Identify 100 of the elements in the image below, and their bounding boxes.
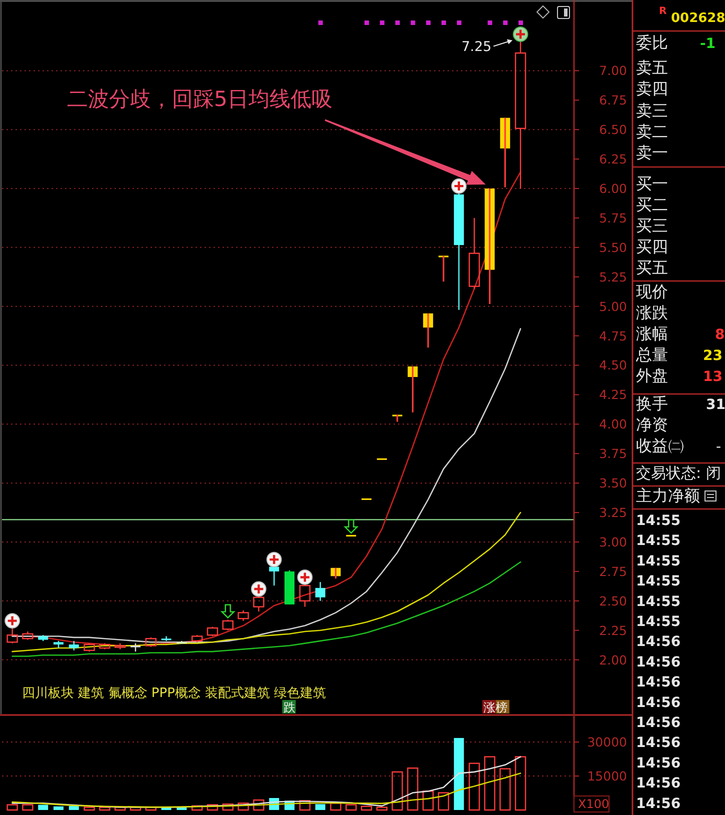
candlestick: [315, 581, 326, 602]
y-tick-label: 3.25: [599, 505, 627, 520]
bar: [376, 806, 388, 811]
bar: [500, 768, 511, 811]
bar: [99, 806, 110, 811]
candlestick: [514, 40, 526, 190]
bar: [68, 806, 79, 810]
y-tick-label: 3.75: [599, 446, 627, 462]
bar: [22, 804, 34, 811]
line-series: [12, 772, 522, 808]
y-tick-label: 2.00: [599, 652, 628, 668]
text: 14:56: [636, 796, 681, 812]
candlestick: [68, 640, 79, 651]
y-tick-label: 6.50: [599, 122, 628, 138]
y-tick-label: 5.00: [599, 298, 628, 314]
y-tick-label: 4.75: [599, 328, 627, 344]
text: 交易状态: 闭: [636, 464, 721, 482]
y-tick-label: 2.75: [599, 564, 627, 579]
text: 卖五: [636, 58, 668, 77]
y-tick-label: 6.25: [599, 152, 627, 167]
bar: [192, 805, 203, 811]
text: 13: [703, 369, 722, 385]
y-tick-label: 15000: [587, 768, 628, 784]
text: 涨幅: [636, 324, 668, 343]
text: 14:56: [636, 715, 681, 731]
text: 买一: [636, 174, 668, 193]
text: 买二: [636, 195, 668, 214]
text: 14:55: [636, 513, 681, 529]
bar: [222, 804, 234, 811]
text: 卖一: [636, 143, 668, 162]
bar: [422, 790, 434, 811]
text: -1: [700, 36, 716, 52]
line-series: [12, 756, 522, 808]
bar: [330, 802, 342, 811]
text: 14:56: [636, 776, 681, 792]
y-tick-label: 4.25: [599, 387, 627, 402]
bar: [315, 804, 326, 810]
bar: [407, 767, 418, 811]
line-series: [12, 512, 522, 652]
text: 委比: [636, 33, 668, 52]
bar: [346, 804, 357, 811]
text: 总量: [635, 345, 668, 364]
candlestick: [438, 254, 448, 282]
text: 外盘: [636, 366, 668, 385]
text: 31: [706, 397, 725, 413]
y-tick-label: 5.50: [599, 240, 628, 255]
text: 买三: [636, 216, 668, 235]
text: 14:55: [636, 553, 681, 570]
bar: [299, 800, 310, 811]
bar: [38, 804, 48, 810]
bar: [392, 771, 403, 811]
text: 涨跌: [636, 303, 668, 322]
candlestick: [392, 414, 402, 423]
candlestick: [22, 630, 34, 640]
text: 卖三: [636, 101, 668, 120]
y-tick-label: 4.50: [599, 358, 628, 373]
y-tick-label: 5.75: [599, 210, 627, 226]
y-tick-label: 4.00: [599, 416, 628, 432]
text: 14:55: [636, 614, 681, 630]
text: 卖四: [636, 79, 668, 98]
text: 14:55: [636, 533, 681, 550]
text: 14:56: [636, 674, 681, 691]
text: 现价: [636, 282, 668, 301]
y-tick-label: 6.00: [599, 181, 628, 196]
bar: [438, 792, 450, 811]
text: 14:55: [636, 594, 681, 610]
bar: [6, 804, 18, 811]
bar: [484, 756, 496, 811]
text: X100: [578, 797, 610, 811]
text: R: [659, 6, 667, 17]
bar: [238, 802, 249, 811]
text: 换手: [636, 394, 668, 413]
text: 14:56: [636, 735, 681, 752]
text: 收益㈡: [636, 436, 684, 455]
y-tick-label: 3.00: [599, 534, 628, 550]
text: 14:56: [636, 694, 681, 711]
annotation: 7.25: [461, 39, 492, 56]
y-tick-label: 2.50: [599, 593, 628, 608]
text: 14:56: [636, 654, 681, 670]
bar: [84, 806, 95, 811]
annotation: 四川板块 建筑 氟概念 PPP概念 装配式建筑 绿色建筑: [22, 686, 326, 701]
text: 卖二: [636, 122, 668, 141]
bar: [206, 804, 218, 811]
bar: [468, 762, 480, 811]
text: -: [716, 439, 722, 455]
y-tick-label: 2.25: [599, 622, 627, 638]
text: 14:56: [636, 634, 681, 650]
bar: [54, 806, 64, 810]
y-tick-label: 3.50: [599, 476, 628, 491]
line-series: [12, 561, 522, 657]
text: 主力净额: [636, 486, 700, 505]
bar: [454, 738, 464, 810]
y-tick-label: 7.00: [599, 63, 628, 78]
bar: [253, 799, 264, 811]
bar: [360, 806, 372, 811]
text: 8: [715, 327, 725, 343]
text: 净资: [636, 415, 668, 434]
y-tick-label: 6.75: [599, 92, 627, 108]
y-tick-label: 5.25: [599, 269, 627, 284]
candlestick: [6, 626, 18, 644]
